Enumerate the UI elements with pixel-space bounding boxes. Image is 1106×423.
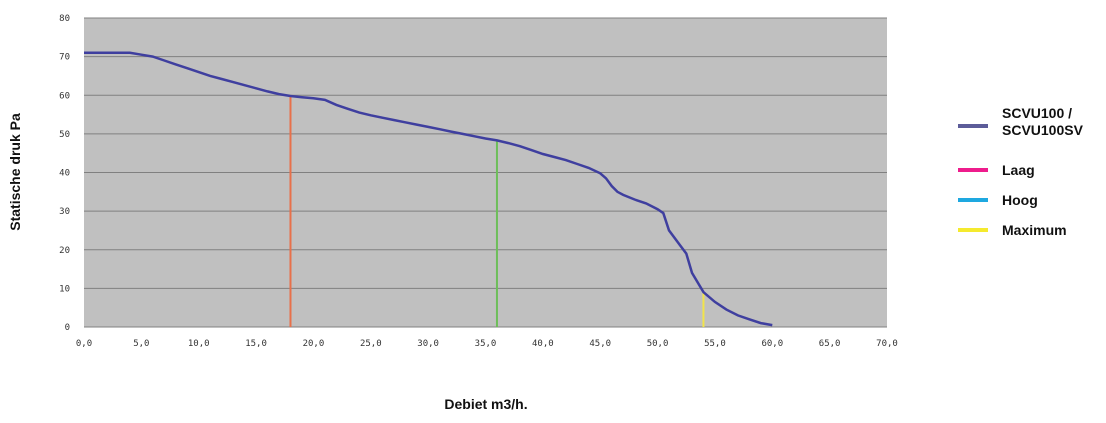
x-tick-label: 0,0: [76, 339, 92, 349]
legend-label: Laag: [1002, 162, 1035, 178]
legend-label: SCVU100 /: [1002, 105, 1072, 121]
y-tick-label: 40: [59, 169, 70, 179]
x-tick-label: 65,0: [819, 339, 841, 349]
legend: SCVU100 /SCVU100SV Laag Hoog Maximum: [958, 105, 1084, 238]
legend-label: Hoog: [1002, 192, 1038, 208]
x-tick-label: 70,0: [876, 339, 898, 349]
y-tick-label: 70: [59, 53, 70, 63]
x-tick-label: 60,0: [761, 339, 783, 349]
x-axis-title: Debiet m3/h.: [444, 396, 527, 412]
y-tick-label: 30: [59, 207, 70, 217]
x-tick-label: 50,0: [647, 339, 669, 349]
y-tick-label: 10: [59, 284, 70, 294]
y-tick-label: 0: [65, 323, 70, 333]
x-tick-label: 10,0: [188, 339, 210, 349]
y-tick-label: 50: [59, 130, 70, 140]
gridlines: [84, 17, 887, 328]
legend-label: Maximum: [1002, 222, 1067, 238]
series-line-scvu100: [84, 51, 773, 327]
x-tick-label: 15,0: [245, 339, 267, 349]
operating-point-markers: [289, 96, 705, 327]
y-axis-title: Statische druk Pa: [7, 113, 23, 231]
x-tick-label: 55,0: [704, 339, 726, 349]
x-tick-label: 35,0: [475, 339, 497, 349]
x-tick-label: 30,0: [417, 339, 439, 349]
y-tick-label: 20: [59, 246, 70, 256]
y-tick-label: 60: [59, 91, 70, 101]
y-tick-label: 80: [59, 14, 70, 24]
axis-ticks: 0,0 5,0 10,0 15,0 20,0 25,0 30,0 35,0 40,0 45,0 50…: [59, 14, 898, 349]
x-tick-label: 20,0: [303, 339, 325, 349]
legend-label: SCVU100SV: [1002, 122, 1084, 138]
x-tick-label: 25,0: [360, 339, 382, 349]
x-tick-label: 5,0: [133, 339, 149, 349]
x-tick-label: 40,0: [532, 339, 554, 349]
x-tick-label: 45,0: [589, 339, 611, 349]
